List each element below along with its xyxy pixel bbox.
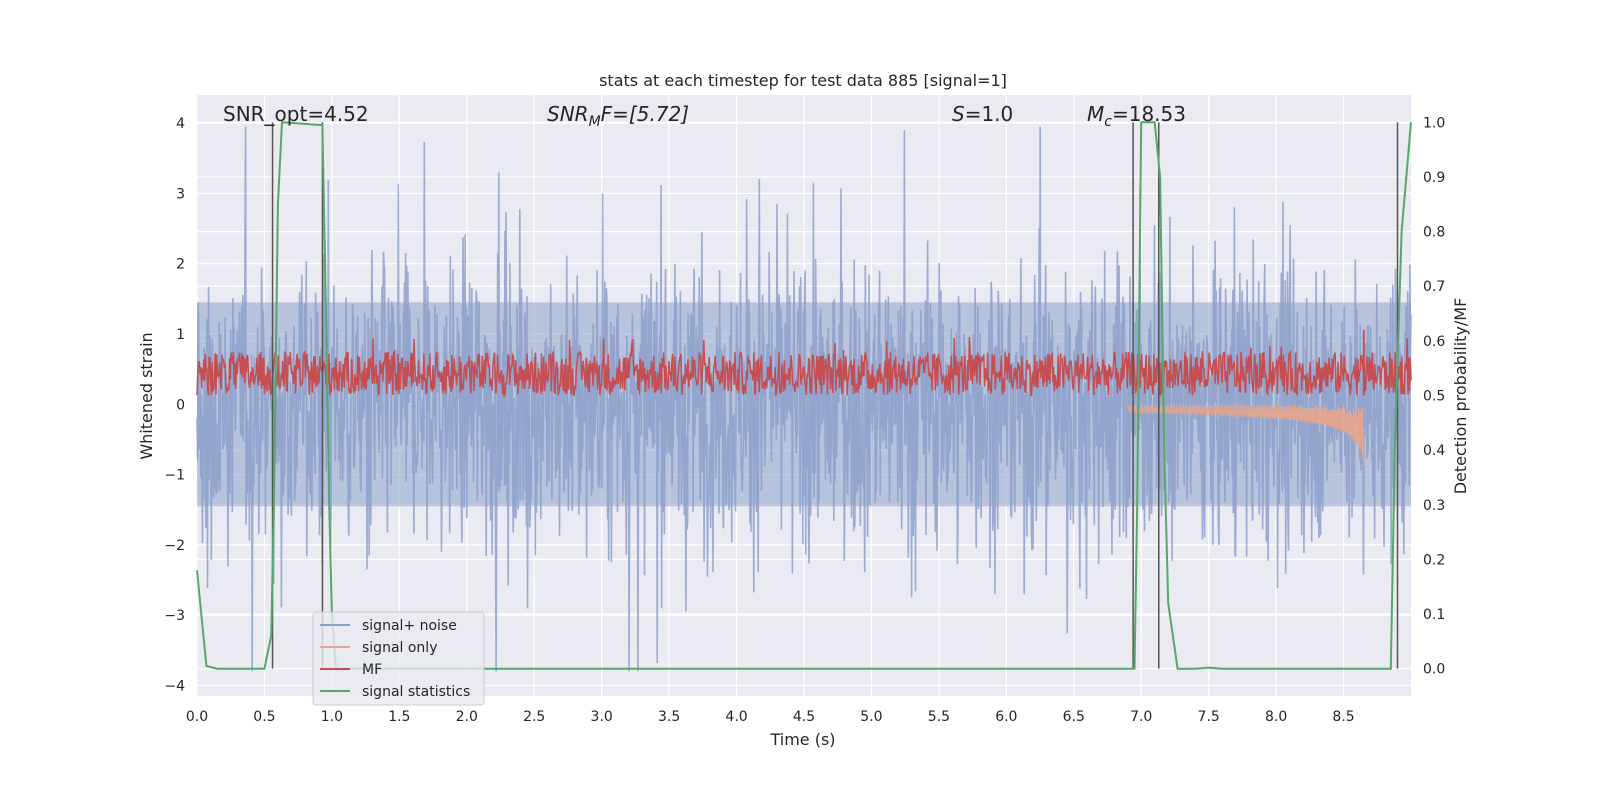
- y-right-tick-label: 0.9: [1423, 170, 1445, 186]
- legend: signal+ noise signal only MF signal stat…: [312, 611, 485, 706]
- x-tick-label: 2.5: [523, 709, 545, 725]
- x-tick-label: 4.5: [793, 709, 815, 725]
- y-right-tick-label: 0.5: [1423, 389, 1445, 405]
- y-right-tick-label: 0.0: [1423, 662, 1445, 678]
- vertical-markers: [271, 122, 1399, 669]
- y-right-tick-label: 0.7: [1423, 279, 1445, 295]
- x-tick-label: 7.0: [1130, 709, 1152, 725]
- x-tick-label: 5.5: [928, 709, 950, 725]
- y-right-tick-label: 0.6: [1423, 334, 1445, 350]
- y-axis-label-right: Detection probability/MF: [1451, 298, 1470, 495]
- legend-label-signal-only: signal only: [362, 640, 437, 656]
- y-left-tick-label: −1: [164, 468, 185, 484]
- chirp-line: [1127, 402, 1365, 465]
- chart-title: stats at each timestep for test data 885…: [599, 71, 1007, 90]
- y-right-tick-label: 0.2: [1423, 552, 1445, 568]
- x-tick-label: 1.0: [321, 709, 343, 725]
- annotation-mc-label: M: [1087, 102, 1104, 126]
- annotation-s: S=1.0: [952, 102, 1013, 126]
- x-tick-label: 5.0: [860, 709, 882, 725]
- annotation-mc-sub: c: [1104, 114, 1112, 130]
- x-tick-label: 6.5: [1063, 709, 1085, 725]
- x-tick-label: 6.0: [995, 709, 1017, 725]
- y-right-tick-label: 1.0: [1423, 115, 1445, 131]
- annotation-snr-mf: SNRMF=[5.72]: [547, 102, 689, 130]
- x-tick-label: 1.5: [388, 709, 410, 725]
- y-left-tick-label: 0: [176, 397, 185, 413]
- annotation-mc: Mc=18.53: [1087, 102, 1186, 130]
- y-left-tick-label: −3: [164, 608, 185, 624]
- annotation-snr-mf-value: F=[5.72]: [601, 102, 689, 126]
- y-left-tick-label: 2: [176, 257, 185, 273]
- x-tick-label: 2.0: [456, 709, 478, 725]
- legend-label-signal-statistics: signal statistics: [362, 684, 470, 700]
- y-right-tick-label: 0.8: [1423, 225, 1445, 241]
- y-left-tick-label: 4: [176, 116, 185, 132]
- x-tick-label: 4.0: [725, 709, 747, 725]
- y-left-tick-label: −2: [164, 538, 185, 554]
- x-tick-label: 7.5: [1198, 709, 1220, 725]
- x-tick-label: 8.0: [1265, 709, 1287, 725]
- x-tick-labels: 0.0 0.5 1.0 1.5 2.0 2.5 3.0 3.5 4.0 4.5 5.0 5.5 6.0 6…: [186, 709, 1355, 725]
- y-right-tick-label: 0.4: [1423, 443, 1445, 459]
- legend-label-mf: MF: [362, 662, 382, 678]
- noise-band: [197, 302, 1411, 507]
- series-signal-only: [1127, 402, 1365, 465]
- series-signal-statistics: [196, 121, 1412, 670]
- x-tick-label: 0.0: [186, 709, 208, 725]
- y-left-tick-labels: −4 −3 −2 −1 0 1 2 3 4: [164, 116, 185, 694]
- legend-box: [312, 611, 485, 706]
- x-tick-label: 3.0: [591, 709, 613, 725]
- signal-statistics-line: [196, 121, 1412, 670]
- x-tick-label: 3.5: [658, 709, 680, 725]
- legend-label-signal-plus-noise: signal+ noise: [362, 618, 457, 634]
- annotation-s-label: S: [952, 102, 965, 126]
- y-left-tick-label: −4: [164, 678, 185, 694]
- y-axis-label-left: Whitened strain: [137, 332, 156, 459]
- x-tick-label: 0.5: [253, 709, 275, 725]
- y-right-tick-label: 0.1: [1423, 607, 1445, 623]
- mf-line: [196, 336, 1412, 399]
- annotation-snr-opt: SNR_opt=4.52: [223, 102, 369, 126]
- annotation-snr-mf-label: SNR: [547, 102, 589, 126]
- annotation-mc-value: =18.53: [1112, 102, 1186, 126]
- series-mf: [196, 329, 1412, 399]
- annotation-snr-mf-sub: M: [589, 114, 601, 130]
- x-axis-label: Time (s): [769, 730, 835, 749]
- y-right-tick-labels: 0.0 0.1 0.2 0.3 0.4 0.5 0.6 0.7 0.8 0.9 1.0: [1423, 115, 1445, 677]
- annotation-s-value: =1.0: [965, 102, 1014, 126]
- y-left-tick-label: 1: [176, 327, 185, 343]
- y-right-tick-label: 0.3: [1423, 498, 1445, 514]
- x-tick-label: 8.5: [1332, 709, 1354, 725]
- y-left-tick-label: 3: [176, 186, 185, 202]
- series-signal-plus-noise: [196, 126, 1412, 672]
